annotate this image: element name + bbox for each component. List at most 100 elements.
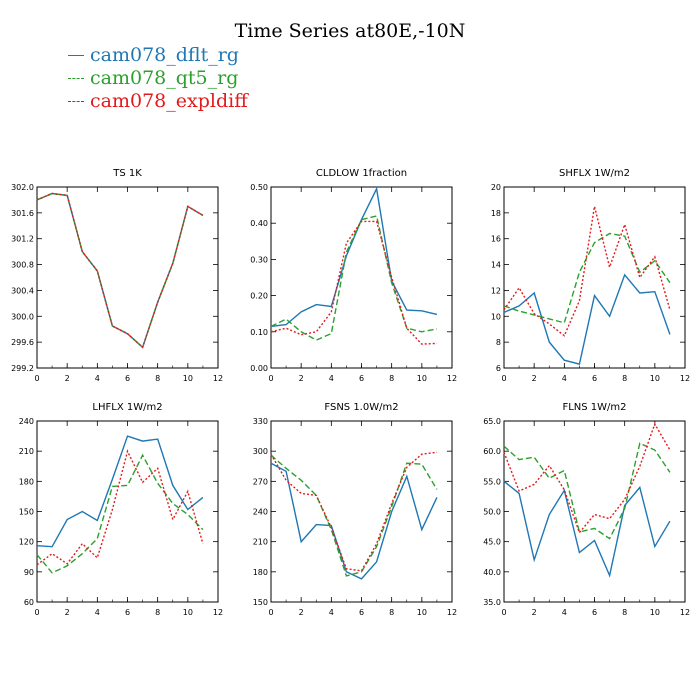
x-tick-label: 12 bbox=[213, 608, 223, 617]
series-line-2 bbox=[36, 449, 204, 566]
x-tick-label: 10 bbox=[183, 374, 193, 383]
x-tick-label: 0 bbox=[34, 374, 39, 383]
y-tick-label: 300.8 bbox=[11, 261, 34, 270]
panel-title: FLNS 1W/m2 bbox=[562, 402, 626, 413]
x-tick-label: 4 bbox=[95, 374, 100, 383]
y-tick-label: 0.10 bbox=[250, 328, 268, 337]
x-tick-label: 6 bbox=[592, 608, 597, 617]
panel-1: CLDLOW 1fraction 0 2 4 6 8 10 12 0.00 0.10 0.20 0.3… bbox=[250, 168, 457, 383]
x-tick-label: 10 bbox=[650, 374, 660, 383]
x-tick-label: 6 bbox=[125, 608, 130, 617]
legend-swatch-expldiff bbox=[68, 101, 84, 102]
legend-item-expldiff: cam078_expldiff bbox=[68, 90, 248, 113]
x-tick-label: 10 bbox=[183, 608, 193, 617]
series-line-0 bbox=[503, 273, 671, 365]
panel-title: LHFLX 1W/m2 bbox=[92, 402, 162, 413]
y-tick-label: 6 bbox=[496, 364, 501, 373]
y-tick-label: 16 bbox=[491, 235, 501, 244]
y-tick-label: 35.0 bbox=[483, 598, 501, 607]
x-tick-label: 0 bbox=[268, 608, 273, 617]
y-tick-label: 300 bbox=[253, 447, 268, 456]
y-tick-label: 150 bbox=[253, 598, 268, 607]
x-tick-label: 8 bbox=[622, 374, 627, 383]
x-tick-label: 8 bbox=[155, 374, 160, 383]
y-tick-label: 0.40 bbox=[250, 219, 268, 228]
series-line-0 bbox=[36, 435, 204, 548]
y-tick-label: 50.0 bbox=[483, 508, 501, 517]
y-tick-label: 180 bbox=[19, 477, 34, 486]
series-line-1 bbox=[270, 215, 438, 341]
y-tick-label: 299.6 bbox=[11, 338, 34, 347]
y-tick-label: 65.0 bbox=[483, 417, 501, 426]
x-tick-label: 10 bbox=[417, 374, 427, 383]
y-tick-label: 180 bbox=[253, 568, 268, 577]
x-tick-label: 8 bbox=[622, 608, 627, 617]
y-tick-label: 300.0 bbox=[11, 312, 34, 321]
y-tick-label: 0.50 bbox=[250, 183, 268, 192]
y-tick-label: 240 bbox=[19, 417, 34, 426]
panel-frame bbox=[36, 186, 219, 369]
y-tick-label: 299.2 bbox=[11, 364, 34, 373]
panel-title: CLDLOW 1fraction bbox=[316, 168, 407, 179]
y-tick-label: 0.30 bbox=[250, 255, 268, 264]
y-tick-label: 270 bbox=[253, 477, 268, 486]
panel-frame bbox=[503, 420, 686, 603]
x-tick-label: 12 bbox=[447, 374, 457, 383]
panel-2: SHFLX 1W/m2 0 2 4 6 8 10 12 6 8 10 12 14 16 18 20 bbox=[491, 168, 690, 383]
y-tick-label: 55.0 bbox=[483, 477, 501, 486]
panel-title: TS 1K bbox=[112, 168, 142, 179]
x-tick-label: 12 bbox=[680, 608, 690, 617]
y-tick-label: 210 bbox=[19, 447, 34, 456]
legend-label-qt5: cam078_qt5_rg bbox=[90, 67, 239, 89]
y-tick-label: 20 bbox=[491, 183, 501, 192]
y-tick-label: 10 bbox=[491, 312, 501, 321]
y-tick-label: 90 bbox=[24, 568, 34, 577]
x-tick-label: 10 bbox=[417, 608, 427, 617]
y-tick-label: 330 bbox=[253, 417, 268, 426]
panel-0: TS 1K 0 2 4 6 8 10 12 299.2 299.6 300.0 300.4 300.8 3… bbox=[11, 168, 223, 383]
x-tick-label: 8 bbox=[389, 374, 394, 383]
series-line-1 bbox=[36, 192, 204, 349]
y-tick-label: 18 bbox=[491, 209, 501, 218]
x-tick-label: 6 bbox=[592, 374, 597, 383]
series-line-0 bbox=[270, 186, 438, 328]
y-tick-label: 45.0 bbox=[483, 538, 501, 547]
x-tick-label: 12 bbox=[680, 374, 690, 383]
series-line-0 bbox=[503, 480, 671, 578]
chart-title: Time Series at80E,-10N bbox=[234, 20, 466, 42]
y-tick-label: 301.6 bbox=[11, 209, 34, 218]
panel-frame bbox=[503, 186, 686, 369]
x-tick-label: 2 bbox=[532, 608, 537, 617]
x-tick-label: 0 bbox=[34, 608, 39, 617]
x-tick-label: 8 bbox=[155, 608, 160, 617]
x-tick-label: 2 bbox=[65, 608, 70, 617]
series-line-1 bbox=[503, 442, 671, 540]
x-tick-label: 2 bbox=[299, 374, 304, 383]
legend-swatch-dflt bbox=[68, 55, 84, 56]
x-tick-label: 2 bbox=[65, 374, 70, 383]
panel-frame bbox=[270, 420, 453, 603]
panel-3: LHFLX 1W/m2 0 2 4 6 8 10 12 60 90 120 150 180 210 240 bbox=[19, 402, 223, 617]
x-tick-label: 0 bbox=[501, 608, 506, 617]
x-tick-label: 2 bbox=[299, 608, 304, 617]
x-tick-label: 12 bbox=[213, 374, 223, 383]
y-tick-label: 301.2 bbox=[11, 235, 34, 244]
y-tick-label: 8 bbox=[496, 338, 501, 347]
series-line-2 bbox=[36, 192, 204, 349]
y-tick-label: 240 bbox=[253, 508, 268, 517]
legend-label-expldiff: cam078_expldiff bbox=[90, 90, 248, 112]
x-tick-label: 10 bbox=[650, 608, 660, 617]
series-line-1 bbox=[36, 453, 204, 574]
series-line-2 bbox=[270, 451, 437, 572]
x-tick-label: 6 bbox=[359, 608, 364, 617]
y-tick-label: 150 bbox=[19, 508, 34, 517]
x-tick-label: 12 bbox=[447, 608, 457, 617]
x-tick-label: 6 bbox=[125, 374, 130, 383]
series-line-2 bbox=[270, 220, 437, 345]
series-line-0 bbox=[270, 462, 438, 580]
series-line-0 bbox=[36, 192, 204, 349]
x-tick-label: 6 bbox=[359, 374, 364, 383]
y-tick-label: 12 bbox=[491, 286, 501, 295]
panel-frame bbox=[270, 186, 453, 369]
